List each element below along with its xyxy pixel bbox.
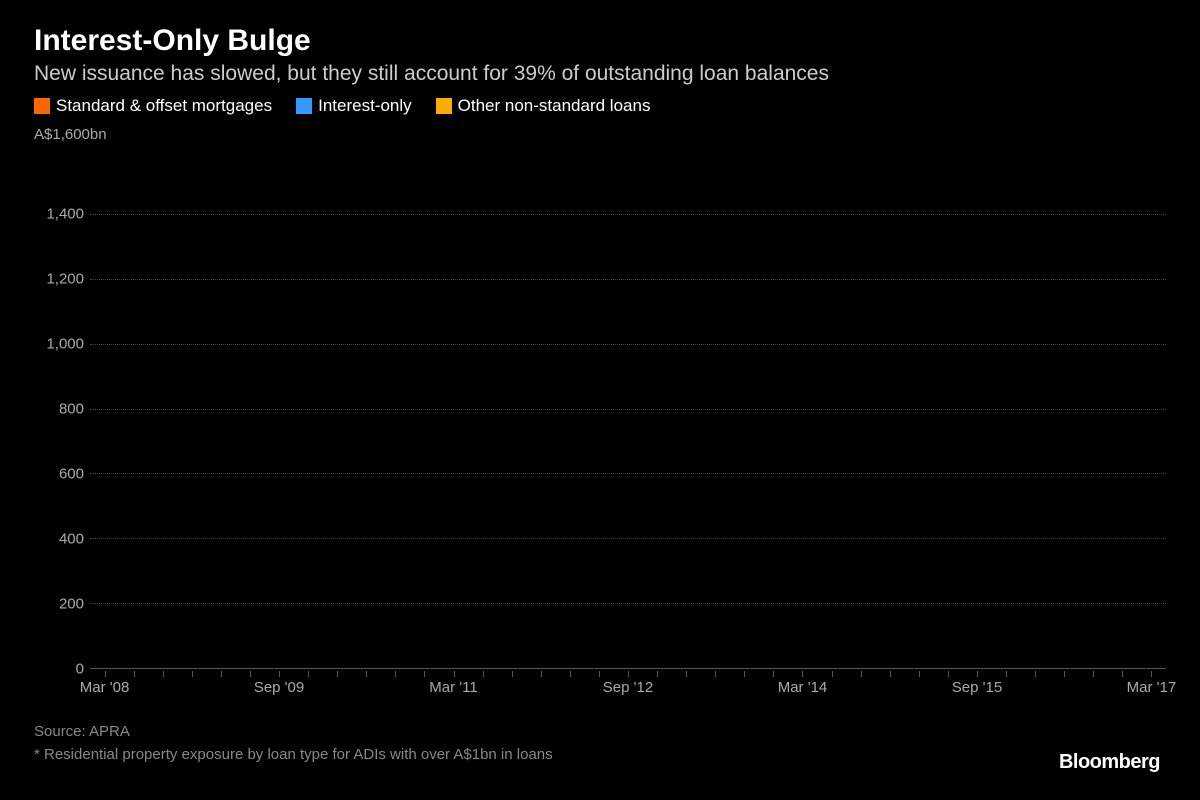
legend-swatch — [436, 98, 452, 114]
x-tick-mark — [599, 671, 600, 677]
x-tick-mark — [366, 671, 367, 677]
x-tick-mark — [1151, 671, 1152, 677]
x-tick-mark — [832, 671, 833, 677]
x-tick-mark — [1035, 671, 1036, 677]
legend: Standard & offset mortgages Interest-only… — [34, 96, 1166, 116]
x-tick-mark — [250, 671, 251, 677]
source-text: Source: APRA — [34, 721, 1166, 744]
brand-logo: Bloomberg — [1059, 751, 1160, 774]
x-tick-mark — [279, 671, 280, 677]
chart-title: Interest-Only Bulge — [34, 24, 1166, 58]
y-tick-label: 600 — [59, 466, 84, 483]
y-tick-label: 0 — [76, 661, 84, 678]
x-tick-mark — [483, 671, 484, 677]
y-tick-label: 1,400 — [46, 206, 84, 223]
y-tick-label: 200 — [59, 596, 84, 613]
gridline — [90, 603, 1166, 604]
x-tick-mark — [1093, 671, 1094, 677]
x-tick-mark — [424, 671, 425, 677]
x-tick-label: Mar '14 — [778, 679, 828, 696]
y-tick-label: 800 — [59, 401, 84, 418]
x-tick-mark — [454, 671, 455, 677]
y-tick-label: 1,000 — [46, 336, 84, 353]
chart-subtitle: New issuance has slowed, but they still … — [34, 62, 1166, 86]
x-tick-mark — [948, 671, 949, 677]
chart-container: Interest-Only Bulge New issuance has slo… — [0, 0, 1200, 800]
x-tick-label: Sep '09 — [254, 679, 304, 696]
x-tick-mark — [221, 671, 222, 677]
x-tick-mark — [308, 671, 309, 677]
legend-label: Standard & offset mortgages — [56, 96, 272, 116]
legend-item: Standard & offset mortgages — [34, 96, 272, 116]
legend-item: Other non-standard loans — [436, 96, 651, 116]
gridline — [90, 279, 1166, 280]
y-axis-label: A$1,600bn — [34, 126, 1166, 143]
legend-swatch — [34, 98, 50, 114]
x-tick-mark — [1122, 671, 1123, 677]
legend-label: Other non-standard loans — [458, 96, 651, 116]
x-axis: Mar '08Sep '09Mar '11Sep '12Mar '14Sep '… — [90, 675, 1166, 699]
x-tick-mark — [541, 671, 542, 677]
x-tick-mark — [192, 671, 193, 677]
x-tick-mark — [512, 671, 513, 677]
chart-area: 02004006008001,0001,2001,400 — [34, 149, 1166, 669]
x-tick-label: Sep '15 — [952, 679, 1002, 696]
x-tick-mark — [773, 671, 774, 677]
x-tick-mark — [337, 671, 338, 677]
gridline — [90, 538, 1166, 539]
x-tick-label: Mar '11 — [429, 679, 477, 696]
x-tick-mark — [977, 671, 978, 677]
x-tick-mark — [657, 671, 658, 677]
x-tick-label: Mar '08 — [80, 679, 130, 696]
x-tick-mark — [715, 671, 716, 677]
x-tick-mark — [134, 671, 135, 677]
x-tick-mark — [1064, 671, 1065, 677]
y-tick-label: 1,200 — [46, 271, 84, 288]
plot-area — [90, 149, 1166, 669]
x-tick-mark — [919, 671, 920, 677]
legend-label: Interest-only — [318, 96, 412, 116]
y-axis: 02004006008001,0001,2001,400 — [34, 149, 90, 669]
footer: Source: APRA * Residential property expo… — [34, 721, 1166, 766]
gridline — [90, 344, 1166, 345]
x-tick-mark — [686, 671, 687, 677]
x-tick-mark — [861, 671, 862, 677]
legend-swatch — [296, 98, 312, 114]
x-tick-mark — [802, 671, 803, 677]
x-tick-label: Sep '12 — [603, 679, 653, 696]
x-tick-mark — [628, 671, 629, 677]
x-tick-label: Mar '17 — [1127, 679, 1177, 696]
x-tick-mark — [395, 671, 396, 677]
x-tick-mark — [163, 671, 164, 677]
x-tick-mark — [105, 671, 106, 677]
legend-item: Interest-only — [296, 96, 412, 116]
gridline — [90, 214, 1166, 215]
x-tick-mark — [570, 671, 571, 677]
x-tick-mark — [890, 671, 891, 677]
footnote-text: * Residential property exposure by loan … — [34, 744, 1166, 767]
x-tick-mark — [1006, 671, 1007, 677]
gridline — [90, 473, 1166, 474]
x-tick-mark — [744, 671, 745, 677]
y-tick-label: 400 — [59, 531, 84, 548]
gridline — [90, 409, 1166, 410]
